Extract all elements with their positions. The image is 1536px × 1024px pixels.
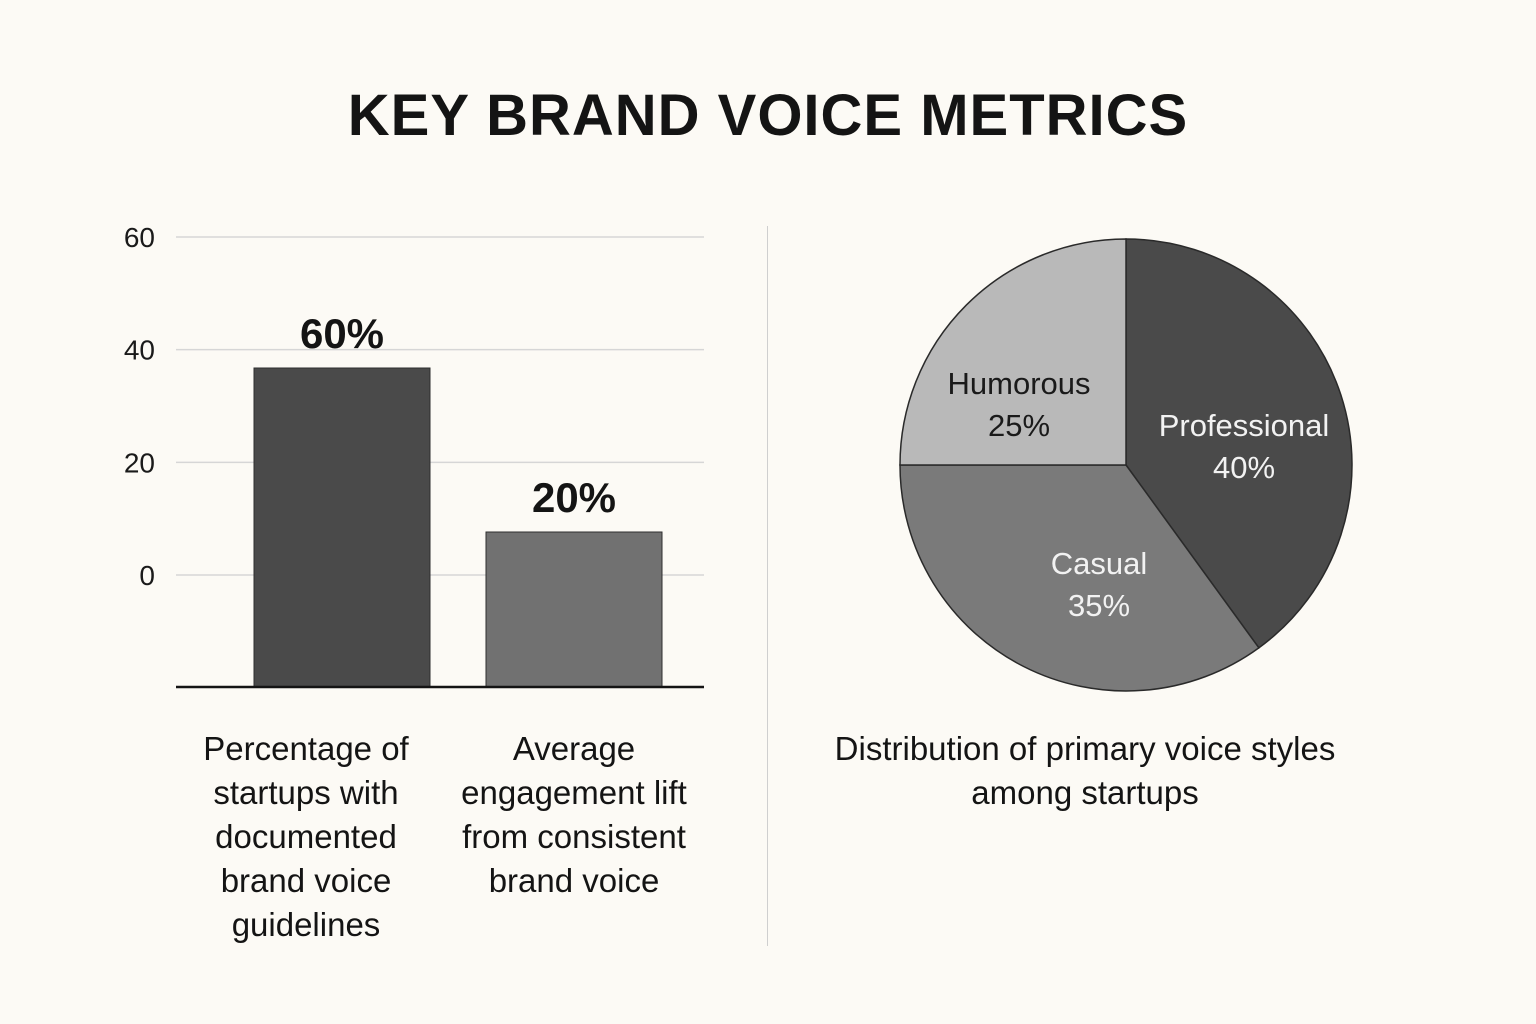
bar-category-label: Percentage of startups with documented b… <box>203 730 409 943</box>
bar-value-label: 20% <box>532 474 616 521</box>
pie-caption: Distribution of primary voice styles amo… <box>834 730 1336 811</box>
chart-title: KEY BRAND VOICE METRICS <box>347 83 1189 148</box>
pie-slice-percent: 35% <box>1068 588 1130 623</box>
bar-category-label: Average engagement lift from consistent … <box>461 730 687 899</box>
pie-slice-percent: 40% <box>1213 450 1275 485</box>
y-tick-label: 60 <box>124 222 155 253</box>
pie-slice <box>899 464 1260 692</box>
panel-divider <box>767 226 768 946</box>
bar-value-label: 60% <box>300 310 384 357</box>
pie-slice-label: Casual <box>1051 546 1148 581</box>
pie-slice-percent: 25% <box>988 408 1050 443</box>
y-tick-label: 0 <box>139 560 155 591</box>
y-tick-label: 40 <box>124 335 155 366</box>
pie-slice-label: Professional <box>1159 408 1330 443</box>
y-tick-label: 20 <box>124 447 155 478</box>
pie-slice <box>1125 238 1353 649</box>
bar <box>485 531 663 688</box>
bar-chart: 0 20 40 60 60% 20% <box>124 222 704 689</box>
pie-slice-label: Humorous <box>948 366 1091 401</box>
pie-slice <box>899 238 1127 466</box>
